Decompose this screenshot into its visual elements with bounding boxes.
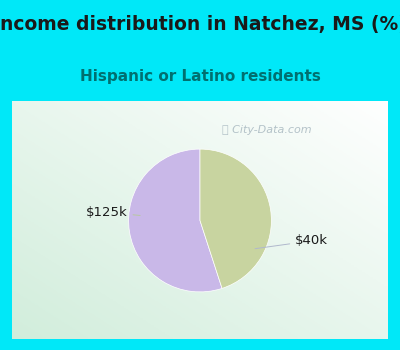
Text: Hispanic or Latino residents: Hispanic or Latino residents bbox=[80, 69, 320, 84]
Text: Income distribution in Natchez, MS (%): Income distribution in Natchez, MS (%) bbox=[0, 15, 400, 34]
Text: $40k: $40k bbox=[255, 234, 328, 249]
Text: $125k: $125k bbox=[86, 206, 140, 219]
Text: ⓘ City-Data.com: ⓘ City-Data.com bbox=[222, 125, 312, 135]
Wedge shape bbox=[200, 149, 271, 288]
Wedge shape bbox=[129, 149, 222, 292]
